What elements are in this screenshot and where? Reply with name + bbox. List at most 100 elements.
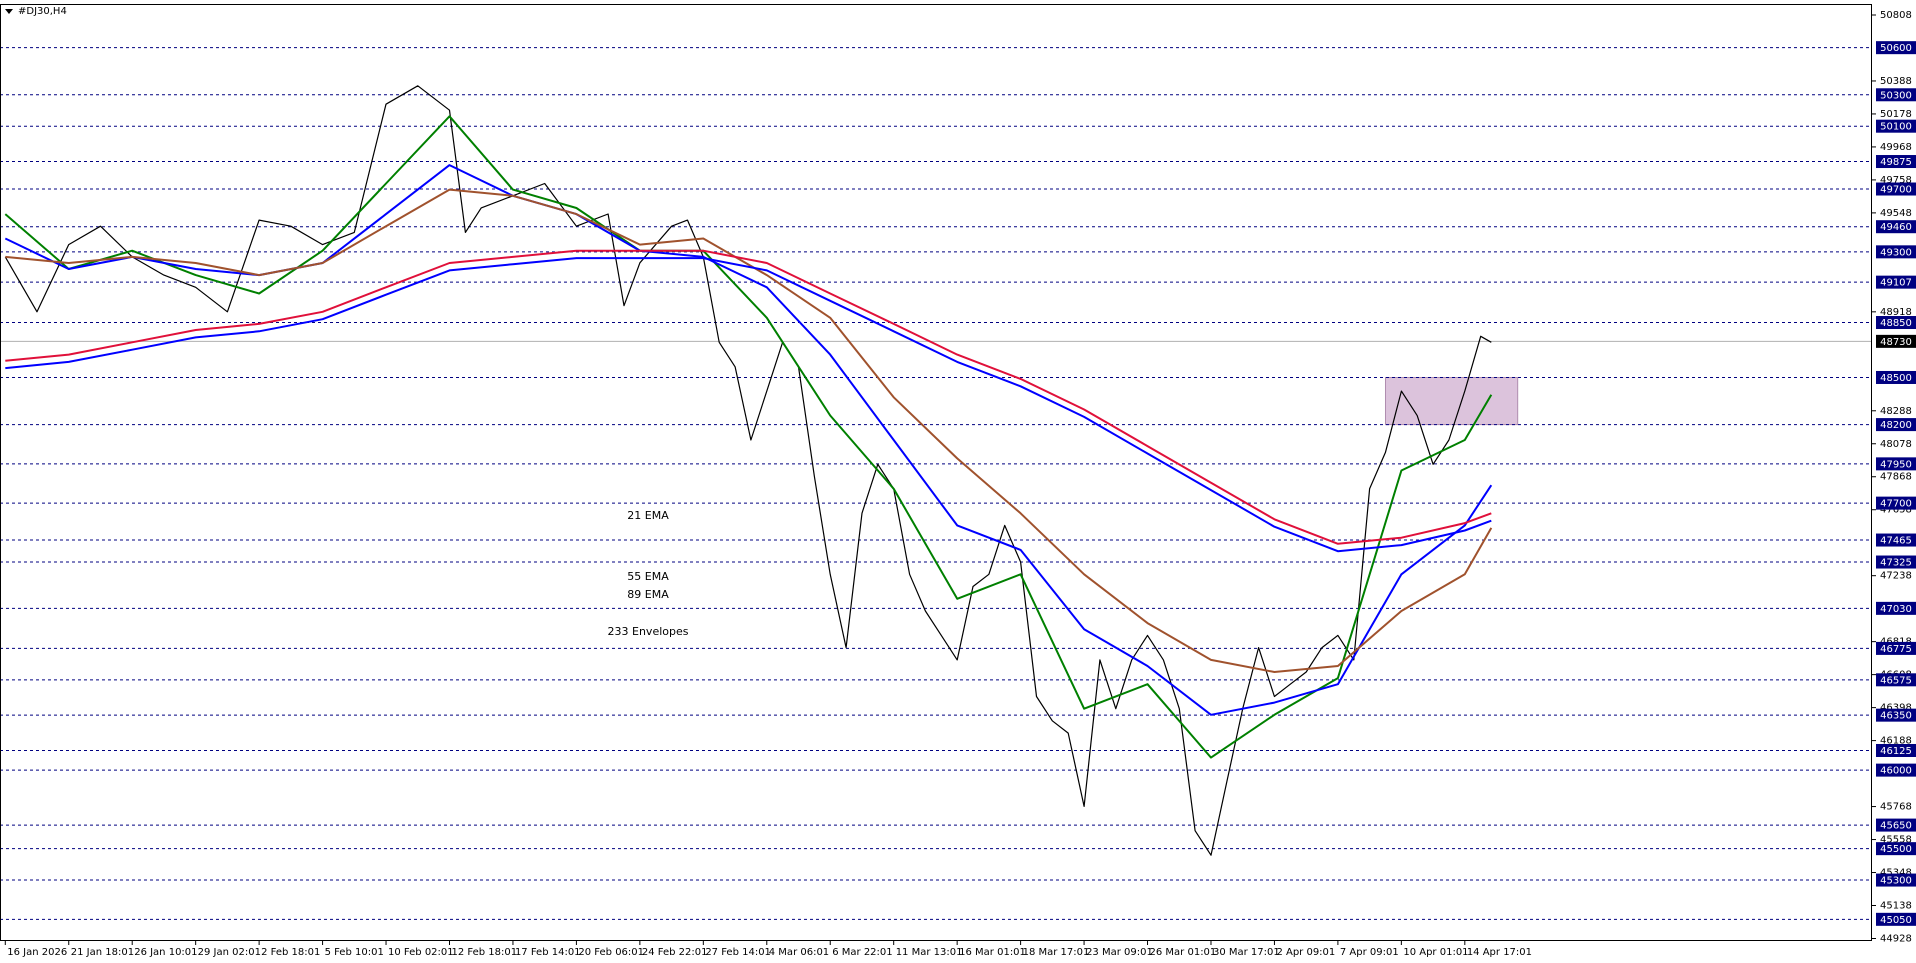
series-annotation: 21 EMA <box>627 509 669 522</box>
x-tick-label: 16 Jan 2026 <box>7 947 67 958</box>
y-tick-label: 47868 <box>1880 472 1912 483</box>
series-annotation: 89 EMA <box>627 588 669 601</box>
level-label-box <box>1876 601 1916 615</box>
plot-frame <box>0 4 1872 941</box>
y-tick-label: 49758 <box>1880 175 1912 186</box>
level-label-box <box>1876 457 1916 471</box>
x-tick-label: 14 Apr 17:01 <box>1467 947 1532 958</box>
y-tick-label: 49548 <box>1880 208 1912 219</box>
x-tick-label: 27 Feb 14:01 <box>705 947 771 958</box>
y-tick-label: 47238 <box>1880 571 1912 582</box>
x-tick-label: 2 Feb 18:01 <box>261 947 320 958</box>
level-label-box <box>1876 41 1916 55</box>
x-tick-label: 24 Feb 22:01 <box>642 947 708 958</box>
level-label: 49300 <box>1880 247 1912 258</box>
x-tick-label: 29 Jan 02:01 <box>198 947 261 958</box>
zone <box>1384 376 1519 426</box>
level-label-box <box>1876 220 1916 234</box>
x-tick-label: 6 Mar 22:01 <box>832 947 892 958</box>
last-price-label: 48730 <box>1880 337 1912 348</box>
y-tick-label: 49968 <box>1880 142 1912 153</box>
level-label-box <box>1876 763 1916 777</box>
x-tick-label: 2 Apr 09:01 <box>1276 947 1335 958</box>
level-label: 47950 <box>1880 459 1912 470</box>
level-label-box <box>1876 88 1916 102</box>
x-tick-label: 10 Feb 02:01 <box>388 947 454 958</box>
y-tick-label: 50388 <box>1880 76 1912 87</box>
x-tick-label: 17 Feb 14:01 <box>515 947 581 958</box>
x-tick-label: 5 Feb 10:01 <box>325 947 384 958</box>
level-label: 50600 <box>1880 43 1912 54</box>
level-label: 46775 <box>1880 644 1912 655</box>
level-label-box <box>1876 555 1916 569</box>
chart-title: #DJ30,H4 <box>18 6 67 17</box>
level-label-box <box>1876 370 1916 384</box>
level-label: 46125 <box>1880 746 1912 757</box>
level-label-box <box>1876 912 1916 926</box>
level-label: 47700 <box>1880 499 1912 510</box>
level-label-box <box>1876 119 1916 133</box>
y-tick-label: 47658 <box>1880 505 1912 516</box>
plot-area <box>0 47 1872 920</box>
y-tick-label: 45558 <box>1880 835 1912 846</box>
x-tick-label: 26 Mar 01:01 <box>1150 947 1217 958</box>
level-label-box <box>1876 182 1916 196</box>
level-label: 48200 <box>1880 420 1912 431</box>
menu-triangle[interactable] <box>5 9 13 14</box>
level-label-box <box>1876 418 1916 432</box>
x-tick-label: 26 Jan 10:01 <box>134 947 197 958</box>
level-label-box <box>1876 641 1916 655</box>
y-tick-label: 50808 <box>1880 10 1912 21</box>
y-tick-label: 48078 <box>1880 439 1912 450</box>
level-label: 45500 <box>1880 844 1912 855</box>
series-annotation: 233 Envelopes <box>608 625 689 638</box>
x-tick-label: 11 Mar 13:01 <box>896 947 963 958</box>
level-label: 48500 <box>1880 373 1912 384</box>
level-label-box <box>1876 496 1916 510</box>
x-tick-label: 18 Mar 17:01 <box>1023 947 1090 958</box>
level-label: 48850 <box>1880 318 1912 329</box>
envelope-upper-line <box>5 249 1492 545</box>
level-label-box <box>1876 842 1916 856</box>
y-tick-label: 48918 <box>1880 307 1912 318</box>
level-label: 50300 <box>1880 90 1912 101</box>
level-label: 47030 <box>1880 604 1912 615</box>
y-tick-label: 45138 <box>1880 901 1912 912</box>
x-tick-label: 20 Feb 06:01 <box>578 947 644 958</box>
level-label-box <box>1876 708 1916 722</box>
level-label: 49107 <box>1880 278 1912 289</box>
y-tick-label: 50178 <box>1880 109 1912 120</box>
y-tick-label: 46398 <box>1880 703 1912 714</box>
level-label: 50100 <box>1880 122 1912 133</box>
x-tick-label: 4 Mar 06:01 <box>769 947 829 958</box>
level-label: 45050 <box>1880 915 1912 926</box>
last-price-box <box>1876 334 1916 348</box>
y-tick-label: 48288 <box>1880 406 1912 417</box>
envelope-lower-line <box>5 257 1492 553</box>
series-annotation: 55 EMA <box>627 570 669 583</box>
x-tick-label: 7 Apr 09:01 <box>1340 947 1399 958</box>
y-tick-label: 45348 <box>1880 868 1912 879</box>
level-label-box <box>1876 873 1916 887</box>
level-label: 45300 <box>1880 876 1912 887</box>
level-label-box <box>1876 818 1916 832</box>
level-label: 49875 <box>1880 157 1912 168</box>
level-label-box <box>1876 245 1916 259</box>
level-label: 45650 <box>1880 821 1912 832</box>
level-label: 46575 <box>1880 675 1912 686</box>
x-tick-label: 23 Mar 09:01 <box>1086 947 1153 958</box>
ema-21-line <box>4 115 1493 759</box>
ema-89-line <box>5 188 1493 673</box>
level-label-box <box>1876 316 1916 330</box>
level-label-box <box>1876 673 1916 687</box>
level-label-box <box>1876 275 1916 289</box>
level-label: 49700 <box>1880 185 1912 196</box>
level-label: 46350 <box>1880 711 1912 722</box>
y-tick-label: 46188 <box>1880 736 1912 747</box>
level-label-box <box>1876 155 1916 169</box>
level-label: 47465 <box>1880 536 1912 547</box>
level-label: 49460 <box>1880 222 1912 233</box>
x-tick-label: 30 Mar 17:01 <box>1213 947 1280 958</box>
